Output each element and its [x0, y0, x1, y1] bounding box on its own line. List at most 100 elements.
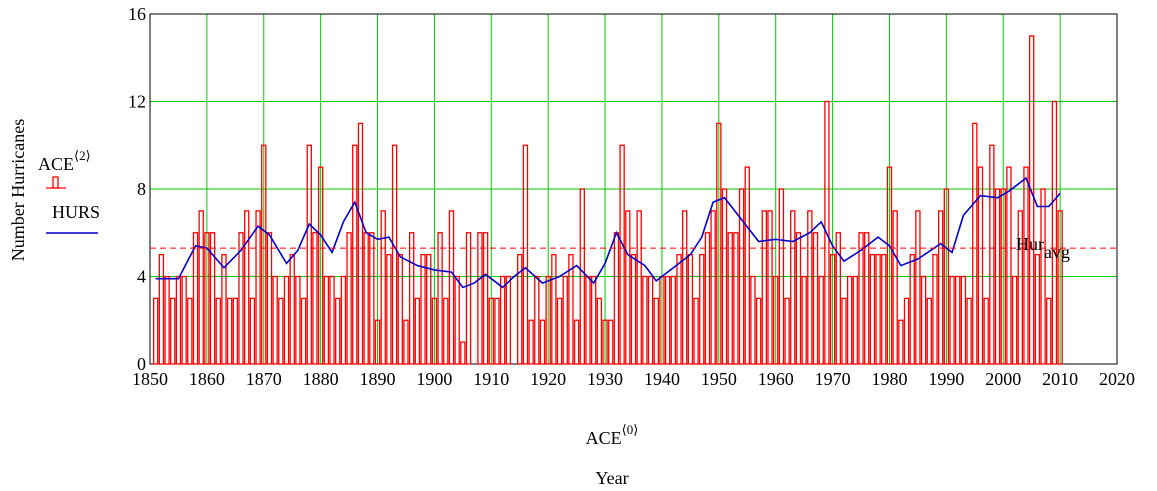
bar [909, 253, 915, 365]
bar [824, 100, 830, 365]
bar [773, 275, 779, 365]
line [155, 176, 1061, 289]
bar [249, 297, 256, 365]
bar [556, 297, 563, 365]
bar [1000, 188, 1006, 365]
bar [295, 275, 301, 365]
bar [482, 232, 489, 365]
bar [710, 210, 716, 365]
bar [312, 232, 318, 365]
x-tick-label: 1970 [815, 369, 851, 389]
bar [340, 275, 347, 365]
bar [448, 210, 455, 365]
bar [517, 253, 523, 365]
bar [664, 275, 671, 365]
bar [886, 166, 893, 365]
bar [619, 144, 625, 365]
bar [881, 253, 887, 365]
average-label-text: Hur [1016, 234, 1044, 254]
bar [306, 144, 312, 365]
bar [676, 253, 682, 365]
bar [152, 297, 159, 365]
bar [590, 275, 597, 365]
bar [858, 232, 864, 365]
bar [573, 319, 580, 365]
legend-swatch [52, 176, 59, 189]
bar [391, 144, 398, 365]
bar [778, 188, 785, 365]
bar [363, 232, 369, 365]
x-axis-label-text: ACE [586, 428, 622, 448]
average-label: Huravg [1016, 234, 1070, 262]
bar [642, 275, 648, 365]
bar [181, 275, 187, 365]
bar [818, 275, 824, 365]
bar [892, 210, 898, 365]
bar [505, 275, 512, 365]
bar [209, 232, 216, 365]
bar [534, 275, 540, 365]
bar [460, 341, 466, 365]
bar [454, 275, 460, 365]
bar [738, 188, 745, 365]
bar [499, 275, 506, 365]
bar [261, 144, 267, 365]
bar [266, 232, 273, 365]
bar [431, 297, 438, 365]
bar [596, 297, 603, 365]
bar [403, 319, 409, 365]
bar [170, 297, 176, 365]
bar [465, 232, 472, 365]
bar [272, 275, 278, 365]
bar [647, 275, 654, 365]
bar [681, 210, 688, 365]
bar [522, 144, 529, 365]
bar [744, 166, 750, 365]
bar [977, 166, 984, 365]
bar [494, 297, 500, 365]
bar [699, 253, 705, 365]
bar [653, 297, 659, 365]
bar [335, 297, 341, 365]
legend-label: HURS [52, 202, 100, 222]
bar [790, 210, 796, 365]
x-tick-label: 1850 [132, 369, 168, 389]
bar [767, 210, 773, 365]
bar [920, 275, 927, 365]
bar [352, 144, 358, 365]
bar [1046, 297, 1052, 365]
x-axis-label: ACE⟨0⟩ [586, 422, 639, 448]
bar [864, 232, 870, 365]
plot-area [149, 13, 1118, 365]
bar [215, 297, 221, 365]
bar [829, 253, 836, 365]
x-tick-label: 1880 [303, 369, 339, 389]
bar [994, 188, 1001, 365]
bar [579, 188, 586, 365]
bar [329, 275, 335, 365]
x-axis-label-2: Year [595, 468, 628, 488]
bar [357, 122, 364, 365]
bar [221, 253, 227, 365]
bar [386, 253, 392, 365]
bar [625, 210, 631, 365]
bar [943, 188, 950, 365]
x-tick-label: 1920 [530, 369, 566, 389]
bar [164, 275, 170, 365]
bar [795, 232, 802, 365]
bar [721, 188, 728, 365]
bar [716, 122, 722, 365]
bar [812, 232, 819, 365]
bar [278, 297, 284, 365]
x-tick-label: 1940 [644, 369, 680, 389]
bar [488, 297, 494, 365]
bar [1057, 210, 1063, 365]
bar [397, 253, 403, 365]
legend-sup: ⟨2⟩ [74, 148, 91, 163]
bar [989, 144, 995, 365]
bar [670, 275, 677, 365]
bar [562, 275, 568, 365]
x-tick-label: 1950 [701, 369, 737, 389]
bar [608, 319, 614, 365]
x-tick-label: 2020 [1099, 369, 1135, 389]
